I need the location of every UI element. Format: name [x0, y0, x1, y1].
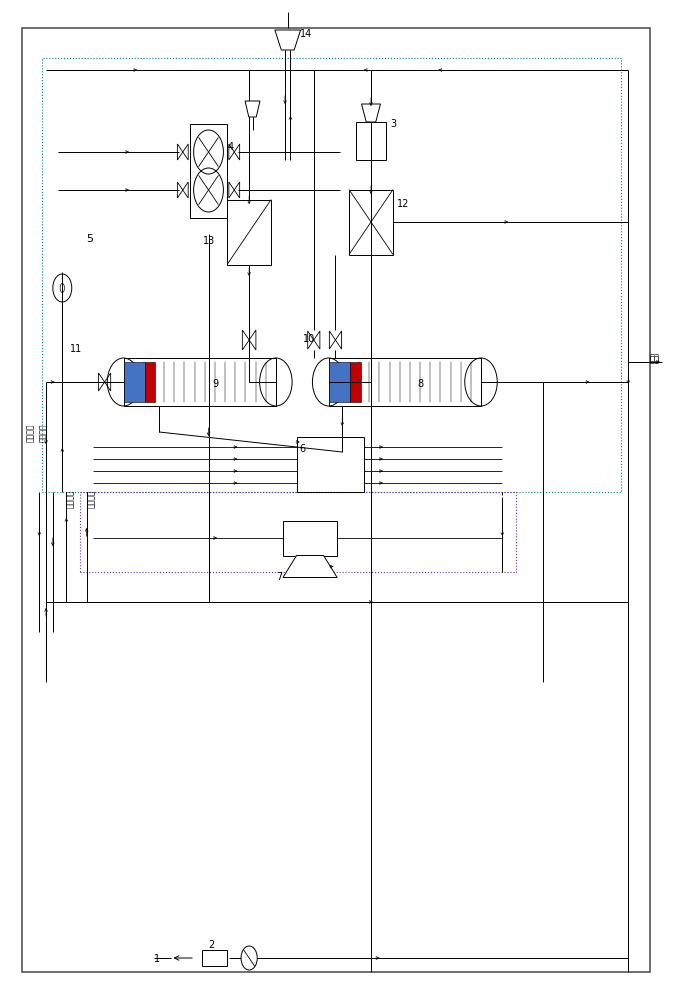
- Text: 14: 14: [300, 29, 312, 39]
- Bar: [202, 950, 227, 966]
- Polygon shape: [245, 101, 260, 117]
- Polygon shape: [283, 556, 337, 578]
- Bar: [329, 362, 349, 402]
- Text: 11: 11: [70, 344, 82, 354]
- Text: 8: 8: [417, 379, 423, 389]
- Bar: [42, 58, 621, 492]
- Text: 5: 5: [87, 234, 93, 244]
- Bar: [123, 358, 276, 406]
- Text: 压力氮气: 压力氮气: [87, 489, 95, 508]
- Text: 氮气: 氮气: [650, 353, 660, 362]
- Text: 氮气: 氮气: [650, 355, 660, 364]
- Bar: [80, 492, 516, 572]
- Text: 13: 13: [203, 236, 215, 246]
- Bar: [144, 362, 155, 402]
- Bar: [283, 520, 337, 556]
- Text: 6: 6: [299, 444, 305, 454]
- Polygon shape: [362, 104, 380, 122]
- Text: 3: 3: [390, 119, 396, 129]
- Bar: [124, 362, 144, 402]
- Bar: [328, 358, 481, 406]
- Bar: [349, 362, 360, 402]
- Bar: [349, 190, 393, 254]
- Text: 7: 7: [276, 572, 282, 582]
- Text: 9: 9: [212, 379, 218, 389]
- Text: 压力氮气: 压力氮气: [66, 489, 75, 508]
- Bar: [227, 200, 271, 264]
- Text: 10: 10: [303, 334, 315, 344]
- Text: 4: 4: [227, 142, 234, 152]
- Text: 液氮储罐: 液氮储罐: [26, 424, 35, 442]
- Polygon shape: [275, 30, 301, 50]
- Text: 12: 12: [397, 199, 409, 209]
- Text: 氮气输出: 氮气输出: [39, 424, 48, 442]
- Bar: [190, 124, 227, 218]
- Bar: [356, 122, 386, 160]
- Bar: [297, 437, 364, 492]
- Text: 1: 1: [154, 954, 160, 964]
- Text: 2: 2: [209, 940, 215, 950]
